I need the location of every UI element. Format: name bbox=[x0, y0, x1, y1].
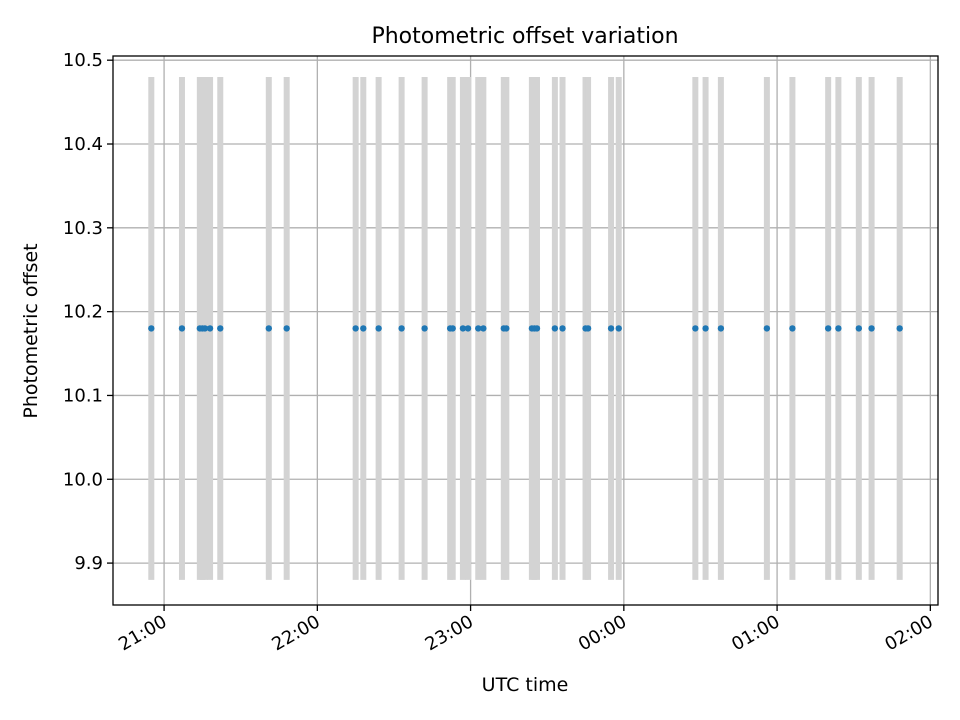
x-axis-label: UTC time bbox=[482, 674, 569, 696]
data-point bbox=[178, 325, 186, 332]
x-tick-label: 00:00 bbox=[575, 611, 630, 655]
data-point bbox=[283, 325, 290, 332]
y-tick-label: 10.5 bbox=[63, 50, 103, 71]
data-point bbox=[475, 325, 482, 332]
data-point bbox=[449, 325, 456, 332]
data-point bbox=[459, 325, 467, 332]
x-tick-label: 01:00 bbox=[728, 611, 783, 655]
data-point bbox=[480, 325, 487, 332]
data-point bbox=[584, 325, 592, 332]
x-tick-label: 23:00 bbox=[422, 611, 477, 655]
data-points bbox=[148, 325, 903, 332]
data-point bbox=[824, 325, 832, 332]
data-point bbox=[360, 325, 367, 332]
data-point bbox=[533, 325, 541, 332]
data-point bbox=[615, 325, 622, 332]
data-point bbox=[789, 325, 796, 332]
data-point bbox=[206, 325, 214, 332]
data-point bbox=[717, 325, 725, 332]
data-point bbox=[398, 325, 405, 332]
data-point bbox=[352, 325, 359, 332]
x-tick-label: 02:00 bbox=[881, 611, 936, 655]
data-point bbox=[148, 325, 155, 332]
x-axis: 21:00 22:00 23:00 00:00 01:00 02:00 bbox=[115, 605, 937, 655]
data-point bbox=[559, 325, 566, 332]
data-point bbox=[375, 325, 382, 332]
data-point bbox=[503, 325, 510, 332]
y-tick-label: 10.4 bbox=[63, 134, 103, 155]
y-axis: 9.9 10.0 10.1 10.2 10.3 10.4 10.5 bbox=[63, 50, 113, 574]
grid bbox=[113, 56, 938, 605]
y-tick-label: 10.1 bbox=[63, 385, 103, 406]
plot-frame bbox=[112, 55, 939, 606]
data-point bbox=[855, 325, 863, 332]
data-point bbox=[201, 325, 209, 332]
y-axis-label: Photometric offset bbox=[20, 243, 42, 418]
data-point bbox=[607, 325, 615, 332]
y-tick-label: 10.3 bbox=[63, 218, 103, 239]
x-tick-label: 22:00 bbox=[268, 611, 323, 655]
data-point bbox=[835, 325, 842, 332]
x-tick-label: 21:00 bbox=[115, 611, 170, 655]
data-point bbox=[551, 325, 559, 332]
data-point bbox=[217, 325, 224, 332]
y-tick-label: 10.0 bbox=[63, 469, 103, 490]
data-point bbox=[763, 325, 771, 332]
data-point bbox=[692, 325, 699, 332]
data-point bbox=[265, 325, 273, 332]
data-point bbox=[896, 325, 903, 332]
error-bars bbox=[148, 76, 903, 580]
y-tick-label: 10.2 bbox=[63, 302, 103, 323]
chart-title: Photometric offset variation bbox=[371, 24, 678, 49]
data-point bbox=[421, 325, 428, 332]
data-point bbox=[702, 325, 709, 332]
data-point bbox=[868, 325, 875, 332]
data-point bbox=[464, 325, 472, 332]
y-tick-label: 9.9 bbox=[74, 553, 103, 574]
